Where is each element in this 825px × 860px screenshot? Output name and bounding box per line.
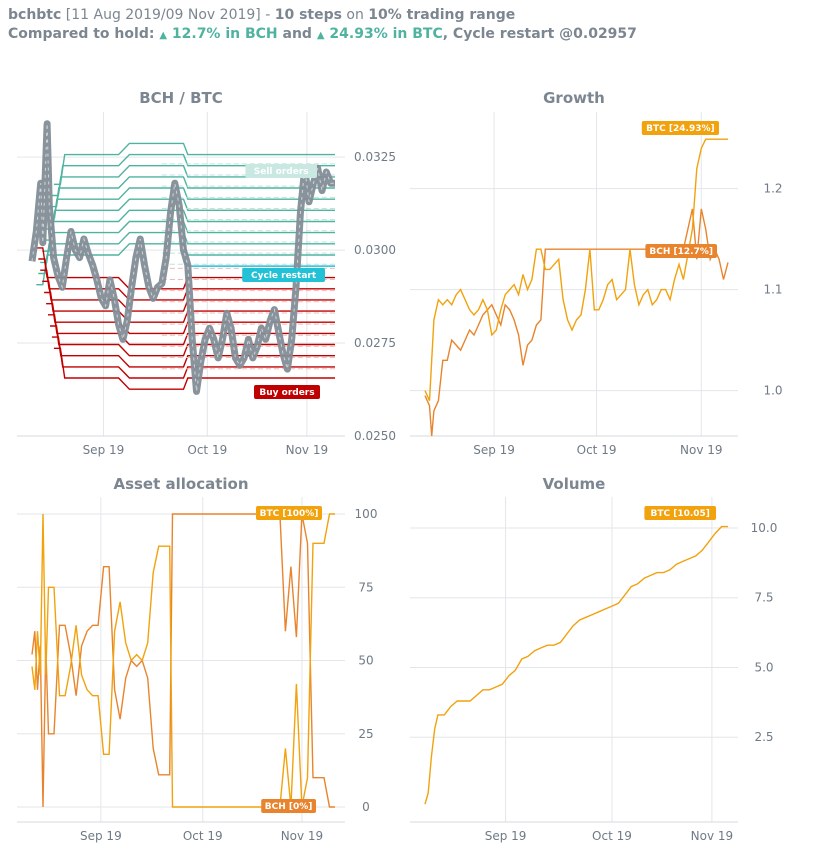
growth-chart-x-tick: Nov 19 [680,443,723,457]
header-on: on [341,7,369,23]
allocation-btc-line [31,513,335,808]
price-chart-y-tick: 0.0300 [354,243,396,257]
allocation-chart-y-tick: 75 [358,580,373,594]
allocation-chart-x-tick: Oct 19 [183,829,223,843]
price-midline [31,123,335,392]
growth-bch-label-text: BCH [12.7%] [649,247,713,257]
header-line-2: Compared to hold: ▲ 12.7% in BCH and ▲ 2… [8,26,637,42]
allocation-bch-label-box [261,799,316,813]
buy-order-line [53,347,335,390]
growth-bch-line [424,208,729,437]
volume-chart-title: Volume [543,475,606,493]
growth-bch-label: BCH [12.7%] [645,244,717,258]
steps-count: 10 steps [274,7,342,23]
header-and: and [277,26,317,42]
allocation-btc-label-text: BTC [100%] [260,509,319,519]
price-chart-y-tick: 0.0275 [354,336,396,350]
price-chart-y-tick: 0.0250 [354,429,396,443]
allocation-chart-y-tick: 0 [362,800,370,814]
growth-chart-x-tick: Sep 19 [473,443,515,457]
sell-orders-label-box [245,164,317,178]
sell-orders-label-text: Sell orders [254,167,309,177]
buy-orders-label-box [254,385,320,399]
price-chart-x-tick: Oct 19 [187,443,227,457]
buy-orders-label-text: Buy orders [259,388,314,398]
allocation-chart-x-tick: Sep 19 [80,829,122,843]
growth-chart-title: Growth [543,89,605,107]
cycle-restart-line [182,259,335,267]
volume-chart-y-tick: 7.5 [754,591,773,605]
header-line-1: bchbtc [11 Aug 2019/09 Nov 2019] - 10 st… [8,7,515,23]
compared-label: Compared to hold: [8,26,160,42]
allocation-btc-label: BTC [100%] [256,506,322,520]
allocation-bch-label: BCH [0%] [261,799,316,813]
volume-chart-x-tick: Nov 19 [691,829,734,843]
price-chart-x-tick: Sep 19 [83,443,125,457]
growth-btc-label: BTC [24.93%] [641,121,719,135]
volume-chart-x-tick: Sep 19 [485,829,527,843]
header-dash: - [260,7,275,23]
allocation-chart-x-tick: Nov 19 [281,829,324,843]
sell-orders-label: Sell orders [245,164,317,178]
cycle-restart-text: , Cycle restart @0.02957 [442,26,637,42]
volume-chart-x-tick: Oct 19 [592,829,632,843]
price-chart-x-tick: Nov 19 [286,443,329,457]
btc-gain: 24.93% in BTC [324,26,443,42]
growth-btc-label-text: BTC [24.93%] [646,124,714,134]
sell-order-line [53,142,335,185]
growth-bch-label-box [645,244,717,258]
trading-range: 10% trading range [368,7,516,23]
price-chart-y-tick: 0.0325 [354,150,396,164]
allocation-bch-line [31,513,335,808]
allocation-chart-y-tick: 100 [355,507,378,521]
up-triangle-icon: ▲ [159,30,168,41]
cycle-restart-label-box [242,268,325,282]
volume-chart-y-tick: 5.0 [754,660,773,674]
allocation-chart-y-tick: 50 [358,654,373,668]
volume-btc-label-text: BTC [10.05] [650,509,709,519]
growth-chart-y-tick: 1.1 [763,283,782,297]
cycle-restart-label-text: Cycle restart [251,271,317,281]
volume-btc-label-box [644,506,716,520]
allocation-chart-y-tick: 25 [358,727,373,741]
price-chart-title: BCH / BTC [139,89,223,107]
volume-btc-label: BTC [10.05] [644,506,716,520]
allocation-btc-label-box [256,506,322,520]
allocation-bch-label-text: BCH [0%] [265,802,313,812]
growth-chart-x-tick: Oct 19 [577,443,617,457]
volume-btc-line [424,525,728,805]
growth-btc-label-box [641,121,719,135]
growth-btc-line [424,138,728,401]
buy-orders-label: Buy orders [254,385,320,399]
pair-name: bchbtc [8,7,62,23]
allocation-chart-title: Asset allocation [113,475,248,493]
up-triangle-icon: ▲ [316,30,325,41]
volume-chart-y-tick: 2.5 [754,730,773,744]
growth-chart-y-tick: 1.2 [763,182,782,196]
growth-chart-y-tick: 1.0 [763,384,782,398]
date-range: [11 Aug 2019/09 Nov 2019] [65,7,261,23]
cycle-restart-label: Cycle restart [242,268,325,282]
bch-gain: 12.7% in BCH [167,26,278,42]
volume-chart-y-tick: 10.0 [751,521,778,535]
